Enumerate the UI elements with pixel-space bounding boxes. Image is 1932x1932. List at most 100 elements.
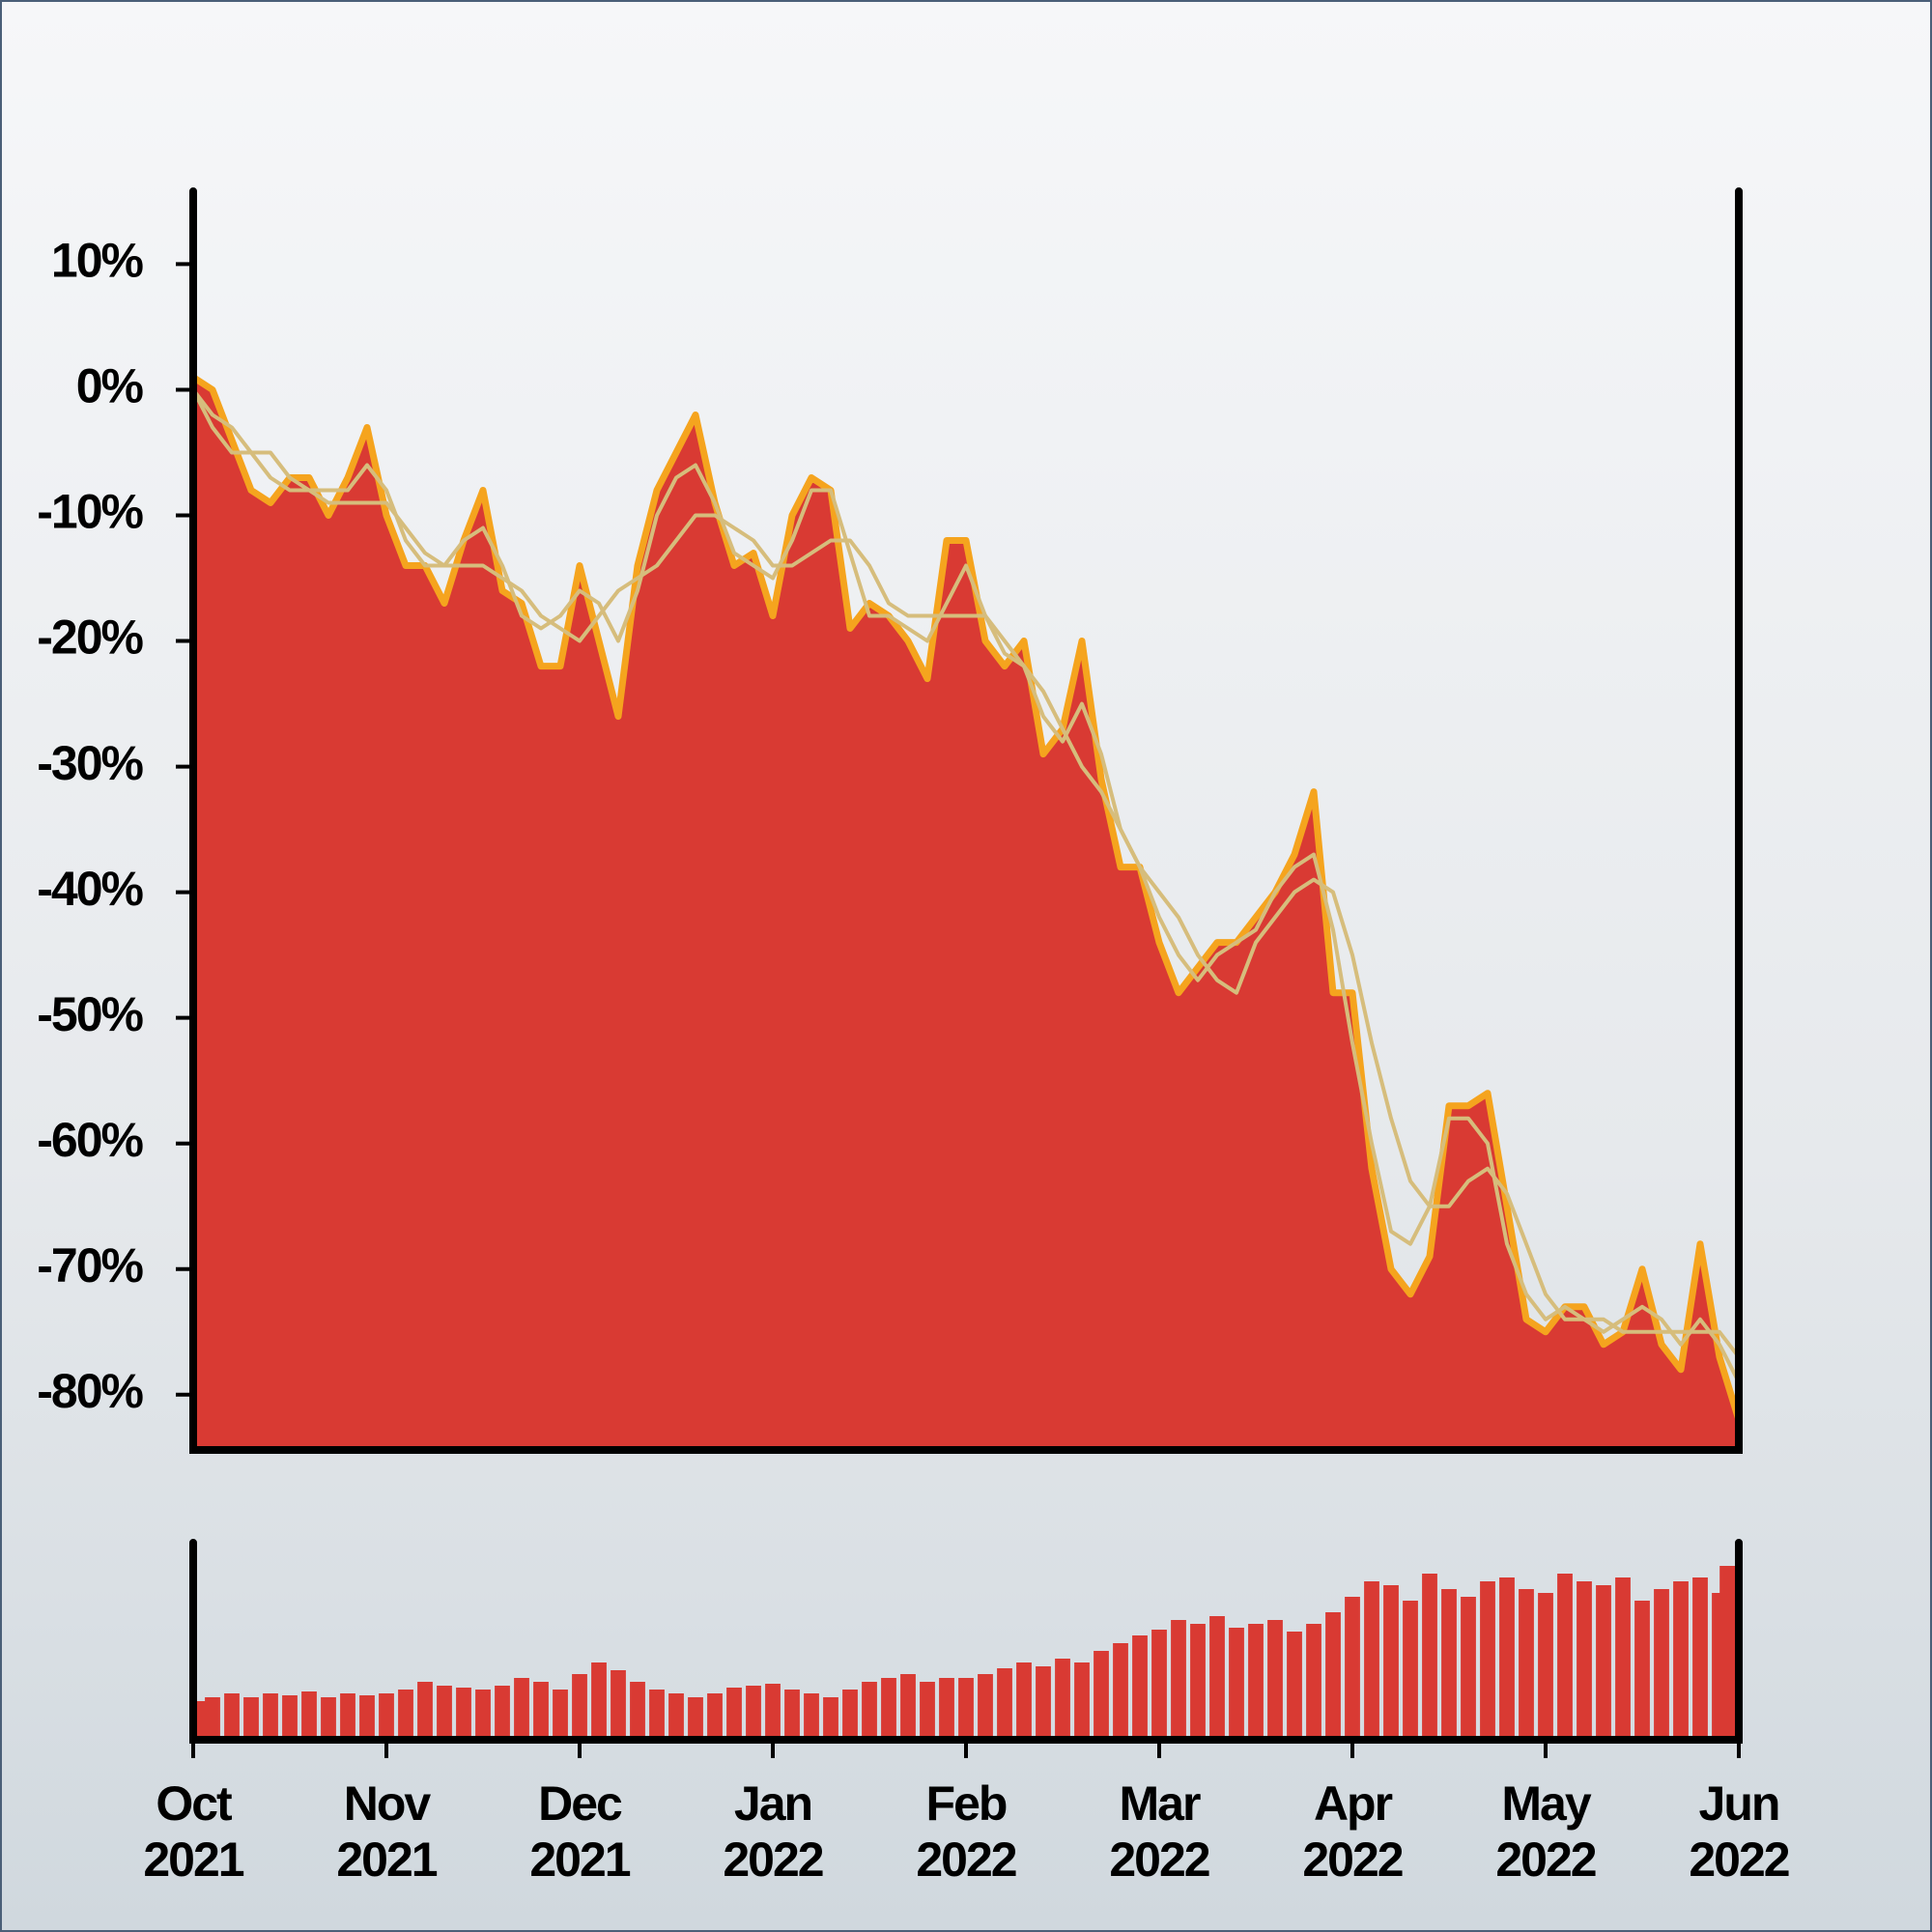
y-tick-label: -30%: [37, 736, 143, 790]
volume-bar: [553, 1690, 568, 1736]
volume-bar: [1634, 1601, 1650, 1736]
volume-bar: [881, 1678, 896, 1736]
volume-bar: [1480, 1581, 1495, 1736]
x-tick-label: Apr 2022: [1302, 1776, 1402, 1887]
volume-bar: [1248, 1624, 1264, 1736]
x-tick-label: May 2022: [1495, 1776, 1595, 1887]
volume-bar: [707, 1693, 723, 1736]
volume-bar: [842, 1690, 858, 1736]
volume-bar: [804, 1693, 819, 1736]
volume-bar: [1673, 1581, 1689, 1736]
moving-average-line: [191, 388, 1741, 1383]
x-tick-label: Feb 2022: [916, 1776, 1015, 1887]
volume-bar: [1074, 1662, 1090, 1736]
volume-bar: [1094, 1651, 1109, 1736]
volume-bar: [1267, 1620, 1283, 1736]
volume-bar: [978, 1674, 993, 1736]
area-outline: [191, 374, 1743, 1421]
volume-bar: [1596, 1585, 1611, 1736]
volume-bar: [495, 1686, 510, 1736]
y-tick-label: -20%: [37, 611, 143, 665]
volume-bar: [243, 1697, 259, 1736]
volume-bar: [1190, 1624, 1206, 1736]
volume-bar: [862, 1682, 877, 1736]
volume-bar: [1325, 1612, 1341, 1736]
volume-bar: [1209, 1616, 1225, 1736]
volume-bar: [1036, 1666, 1051, 1736]
volume-bar: [533, 1682, 549, 1736]
volume-bar: [572, 1674, 587, 1736]
volume-bar: [1654, 1589, 1669, 1736]
volume-bar: [1364, 1581, 1379, 1736]
volume-bar: [321, 1697, 336, 1736]
y-tick-label: -80%: [37, 1364, 143, 1418]
volume-bar: [437, 1686, 452, 1736]
price-frame: [189, 187, 1743, 1454]
x-tick-label: Mar 2022: [1109, 1776, 1208, 1887]
volume-bar: [1016, 1662, 1032, 1736]
volume-bar: [688, 1697, 703, 1736]
x-tick-label: Oct 2021: [143, 1776, 243, 1887]
volume-bar: [746, 1686, 761, 1736]
y-tick-label: -40%: [37, 862, 143, 916]
volume-bar: [630, 1682, 645, 1736]
volume-bar: [1692, 1577, 1708, 1736]
volume-bar: [379, 1693, 394, 1736]
volume-bar: [1403, 1601, 1418, 1736]
volume-bar: [1345, 1597, 1360, 1736]
volume-bar: [1287, 1632, 1302, 1736]
volume-bar: [1422, 1574, 1437, 1736]
volume-bar: [1719, 1566, 1735, 1736]
volume-bar: [900, 1674, 916, 1736]
volume-bar: [1151, 1630, 1167, 1736]
volume-bar: [340, 1693, 355, 1736]
volume-bar: [784, 1690, 800, 1736]
volume-bar: [1519, 1589, 1534, 1736]
y-tick-label: -10%: [37, 485, 143, 539]
volume-bar: [765, 1684, 781, 1736]
volume-bar: [1113, 1643, 1128, 1736]
y-tick-label: -50%: [37, 987, 143, 1041]
x-tick-label: Jun 2022: [1689, 1776, 1788, 1887]
x-tick-label: Dec 2021: [529, 1776, 630, 1887]
volume-bar: [1229, 1628, 1244, 1736]
volume-bar: [1383, 1585, 1399, 1736]
volume-bar: [301, 1691, 317, 1736]
x-tick-label: Nov 2021: [336, 1776, 437, 1887]
volume-bar: [1055, 1659, 1070, 1736]
volume-bar: [1306, 1624, 1321, 1736]
volume-bar: [359, 1695, 375, 1736]
volume-panel: [197, 1566, 1735, 1736]
volume-bar: [1461, 1597, 1476, 1736]
volume-bar: [1132, 1635, 1148, 1736]
volume-bar: [417, 1682, 433, 1736]
volume-bar: [1171, 1620, 1186, 1736]
y-tick-label: -60%: [37, 1113, 143, 1167]
volume-bar: [1499, 1577, 1515, 1736]
price-panel: 10% 0% -10% -20% -30% -40% -50% -60% -70% -80%: [37, 234, 1743, 1450]
volume-bar: [205, 1697, 220, 1736]
area: [193, 377, 1739, 1450]
volume-bar: [263, 1693, 278, 1736]
volume-bar: [997, 1668, 1012, 1736]
y-tick-label: 10%: [51, 234, 144, 288]
volume-bar: [282, 1695, 298, 1736]
volume-bar: [1577, 1581, 1592, 1736]
volume-bar: [398, 1690, 413, 1736]
moving-average-line: [191, 388, 1741, 1359]
volume-bar: [726, 1688, 742, 1736]
volume-bar: [939, 1678, 954, 1736]
volume-bar: [920, 1682, 935, 1736]
volume-bar: [591, 1662, 607, 1736]
volume-bar: [1538, 1593, 1553, 1736]
volume-bar: [823, 1697, 838, 1736]
volume-bar: [649, 1690, 665, 1736]
volume-bar: [611, 1670, 626, 1736]
y-tick-label: 0%: [76, 359, 144, 413]
y-tick-label: -70%: [37, 1238, 143, 1293]
volume-bar: [1441, 1589, 1457, 1736]
volume-bar: [456, 1688, 471, 1736]
volume-bar: [1557, 1574, 1573, 1736]
volume-bar: [224, 1693, 240, 1736]
